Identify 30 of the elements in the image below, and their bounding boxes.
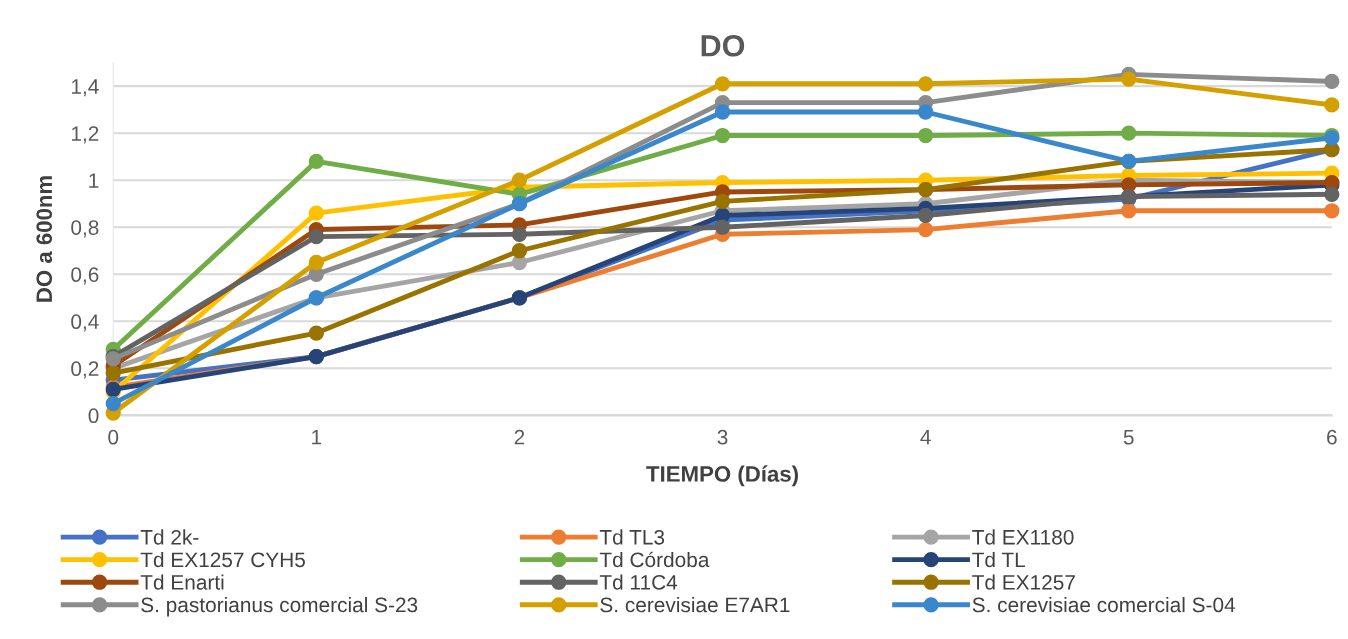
y-tick-label: 1,4 (71, 79, 99, 97)
legend-label: Td Córdoba (599, 551, 710, 568)
y-tick-label: 0,4 (71, 314, 99, 332)
legend-label: Td 11C4 (599, 574, 678, 590)
y-tick-label: 0,2 (71, 361, 99, 379)
legend-label: Td EX1257 CYH5 (140, 551, 305, 568)
y-axis-title: DO a 600nm (36, 176, 53, 302)
legend-label: S. pastorianus comercial S-23 (141, 596, 418, 617)
chart-title: DO (701, 34, 745, 57)
y-tick-label: 0,6 (71, 267, 99, 285)
legend-label: S. cerevisiae comercial S-04 (972, 596, 1236, 613)
x-tick-label: 0 (108, 429, 119, 445)
x-axis-title: TIEMPO (Días) (646, 465, 798, 487)
y-tick-label: 1,2 (71, 126, 99, 144)
x-tick-label: 2 (514, 429, 525, 445)
legend-label: Td TL3 (599, 529, 665, 545)
legend-label: Td 2k- (140, 529, 199, 545)
x-tick-label: 4 (920, 430, 931, 445)
x-tick-label: 6 (1327, 429, 1337, 445)
legend-label: Td EX1257 (972, 574, 1075, 590)
legend-label: Td EX1180 (972, 529, 1074, 545)
legend-label: S. cerevisiae E7AR1 (600, 596, 790, 613)
legend-label: Td TL (972, 551, 1026, 568)
y-tick-label: 0,8 (71, 220, 99, 238)
x-tick-label: 1 (312, 430, 322, 445)
legend-label: Td Enarti (140, 574, 224, 590)
y-tick-label: 1 (89, 173, 99, 188)
x-tick-label: 5 (1123, 430, 1134, 445)
y-tick-label: 0 (88, 408, 99, 424)
x-tick-label: 3 (717, 429, 728, 445)
